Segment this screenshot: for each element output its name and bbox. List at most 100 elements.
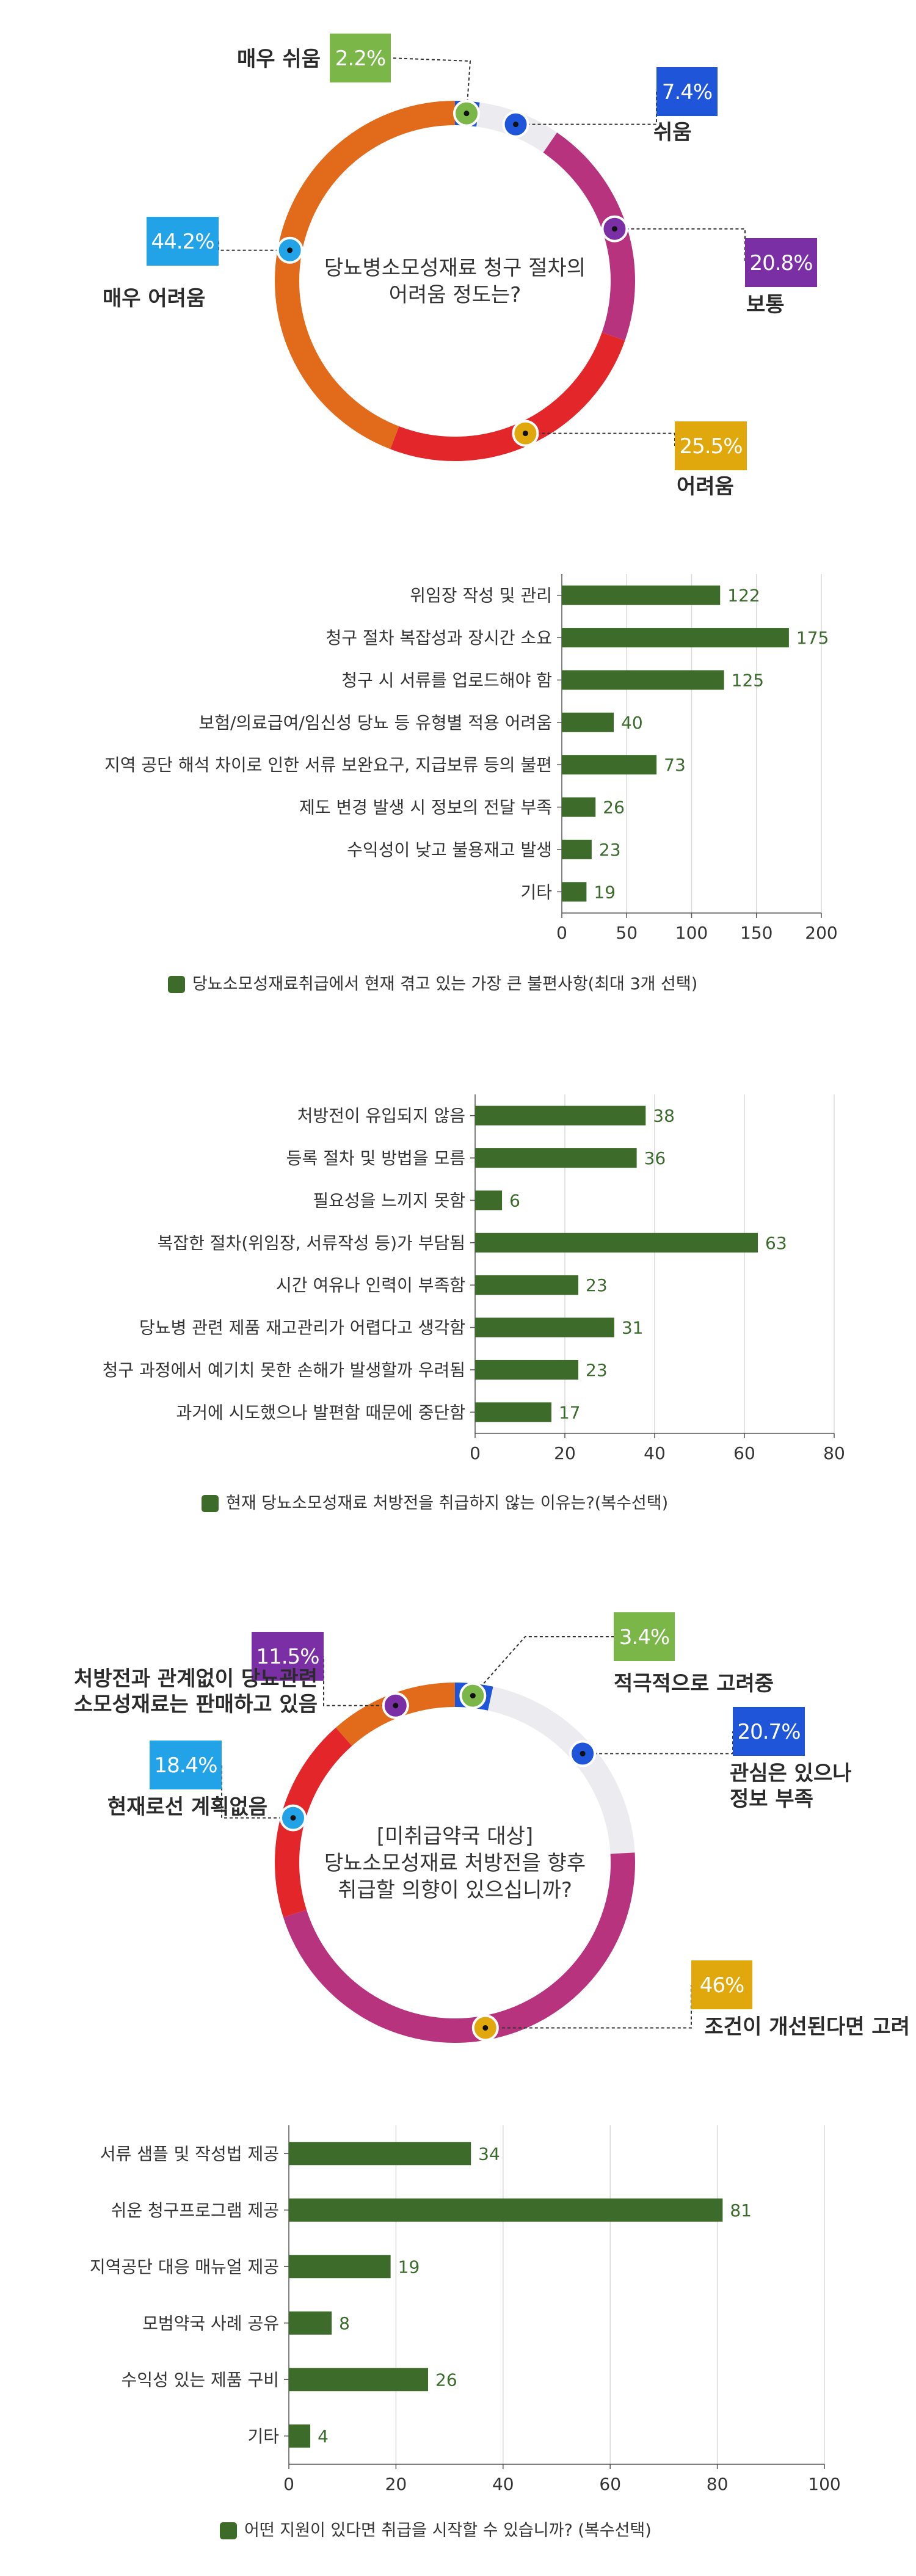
slice-label: 매우 쉬움	[237, 47, 321, 71]
category-label: 수익성 있는 제품 구비	[121, 2370, 279, 2390]
bar-chart-inconveniences-svg: 0 50 100 150 200 위임장 작성 및 관리 122 청구 절차 복잡성과 장시간…	[104, 574, 838, 994]
x-tick-label: 80	[707, 2474, 729, 2494]
bar	[562, 839, 592, 859]
bar	[562, 797, 596, 817]
slice-label: 적극적으로 고려중	[614, 1672, 774, 1696]
callout-marker-dot	[513, 122, 519, 128]
callout-line	[515, 92, 657, 125]
callout-marker-dot	[611, 226, 617, 232]
value-label: 26	[435, 2370, 457, 2390]
value-label: 4	[318, 2426, 329, 2447]
chart-title-line: 당뇨소모성재료 처방전을 향후	[324, 1851, 586, 1876]
callout-marker-dot	[580, 1750, 586, 1756]
x-tick-label: 60	[733, 1443, 755, 1463]
x-tick-label: 0	[470, 1443, 481, 1463]
x-tick-label: 20	[554, 1443, 576, 1463]
callout-marker-dot	[470, 1693, 476, 1699]
slice-label: 정보 부족	[730, 1787, 813, 1811]
category-label: 지역 공단 해석 차이로 인한 서류 보완요구, 지급보류 등의 불편	[104, 755, 552, 775]
value-badge	[147, 217, 219, 266]
chart-title-line: [미취급약국 대상]	[377, 1824, 533, 1849]
category-label: 등록 절차 및 방법을 모름	[286, 1148, 465, 1168]
bar	[289, 2198, 723, 2222]
category-label: 쉬운 청구프로그램 제공	[111, 2200, 279, 2221]
value-badge-label: 25.5%	[679, 434, 742, 459]
legend-swatch	[202, 1495, 219, 1512]
bar	[475, 1317, 614, 1337]
callout-marker-dot	[463, 111, 470, 117]
value-badge	[656, 67, 718, 116]
bar	[289, 2142, 471, 2166]
category-label: 처방전이 유입되지 않음	[297, 1106, 465, 1126]
x-tick-label: 40	[644, 1443, 666, 1463]
value-badge	[252, 1632, 324, 1681]
value-badge	[150, 1741, 222, 1789]
value-badge-label: 7.4%	[662, 80, 712, 104]
value-label: 40	[621, 713, 643, 733]
slice-label: 어려움	[677, 475, 734, 499]
value-badge	[733, 1707, 805, 1756]
callout-line	[390, 57, 471, 114]
callout-line	[485, 1985, 692, 2029]
category-label: 수익성이 낮고 불용재고 발생	[347, 840, 552, 860]
bar	[289, 2255, 391, 2279]
value-badge-label: 3.4%	[619, 1625, 669, 1650]
value-badge-label: 11.5%	[256, 1645, 319, 1669]
value-label: 34	[478, 2144, 500, 2164]
x-tick-label: 60	[599, 2474, 621, 2494]
value-label: 19	[398, 2257, 420, 2277]
category-label: 청구 절차 복잡성과 장시간 소요	[326, 628, 552, 648]
legend-label: 당뇨소모성재료취급에서 현재 겪고 있는 가장 큰 불편사항(최대 3개 선택)	[192, 975, 697, 994]
value-badge	[330, 34, 391, 82]
callout-marker-dot	[290, 1815, 296, 1821]
bar	[289, 2311, 332, 2335]
category-label: 과거에 시도했으나 발편함 때문에 중단함	[176, 1402, 465, 1422]
donut-chart-intention: [미취급약국 대상] 당뇨소모성재료 처방전을 향후 취급할 의향이 있으십니까? 3…	[0, 1563, 916, 2052]
value-label: 17	[559, 1402, 581, 1422]
slice-label: 조건이 개선된다면 고려	[705, 2015, 910, 2039]
callout-marker-dot	[393, 1703, 399, 1709]
slice-label: 소모성재료는 판매하고 있음	[74, 1692, 318, 1717]
value-label: 8	[339, 2313, 350, 2334]
category-label: 시간 여유나 인력이 부족함	[276, 1275, 465, 1295]
legend-swatch	[220, 2522, 237, 2539]
value-label: 6	[509, 1190, 520, 1210]
value-label: 125	[732, 670, 764, 690]
x-tick-label: 50	[616, 923, 638, 943]
bar	[562, 585, 721, 605]
category-label: 보험/의료급여/임신성 당뇨 등 유형별 적용 어려움	[198, 713, 552, 733]
legend-label: 어떤 지원이 있다면 취급을 시작할 수 있습니까? (복수선택)	[244, 2521, 652, 2540]
x-tick-label: 0	[283, 2474, 294, 2494]
x-tick-label: 0	[556, 923, 567, 943]
bar	[562, 712, 614, 732]
bar	[289, 2368, 429, 2392]
value-badge-label: 46%	[700, 1973, 744, 1998]
x-tick-label: 200	[805, 923, 837, 943]
category-label: 청구 과정에서 예기치 못한 손해가 발생할까 우려됨	[103, 1360, 465, 1380]
value-label: 73	[664, 755, 686, 775]
x-tick-label: 80	[823, 1443, 845, 1463]
bar	[475, 1148, 637, 1168]
slice-label: 현재로선 계획없음	[107, 1795, 267, 1819]
category-label: 기타	[247, 2426, 279, 2447]
bar	[475, 1232, 758, 1253]
category-label: 복잡한 절차(위임장, 서류작성 등)가 부담됨	[158, 1233, 465, 1253]
bar	[475, 1275, 579, 1295]
x-tick-label: 40	[492, 2474, 514, 2494]
value-label: 26	[603, 798, 625, 818]
category-label: 위임장 작성 및 관리	[410, 586, 552, 606]
bar-chart-support: 0 20 40 60 80 100 서류 샘플 및 작성법 제공 34 쉬운 청구프로그램 제공…	[0, 2101, 916, 2571]
x-tick-label: 150	[740, 923, 772, 943]
value-badge-label: 20.8%	[749, 251, 812, 275]
bar	[562, 628, 789, 648]
slice-label: 관심은 있으나	[730, 1761, 852, 1786]
bar	[562, 755, 657, 775]
bar	[475, 1105, 646, 1126]
chart-title-line: 취급할 의향이 있으십니까?	[338, 1878, 572, 1902]
category-label: 필요성을 느끼지 못함	[313, 1190, 465, 1210]
bar-chart-not-handling-reasons-svg: 0 20 40 60 80 처방전이 유입되지 않음 38 등록 절차 및 방법을 모름 36 필…	[103, 1094, 845, 1513]
category-label: 청구 시 서류를 업로드해야 함	[341, 670, 552, 690]
value-label: 23	[599, 840, 621, 860]
